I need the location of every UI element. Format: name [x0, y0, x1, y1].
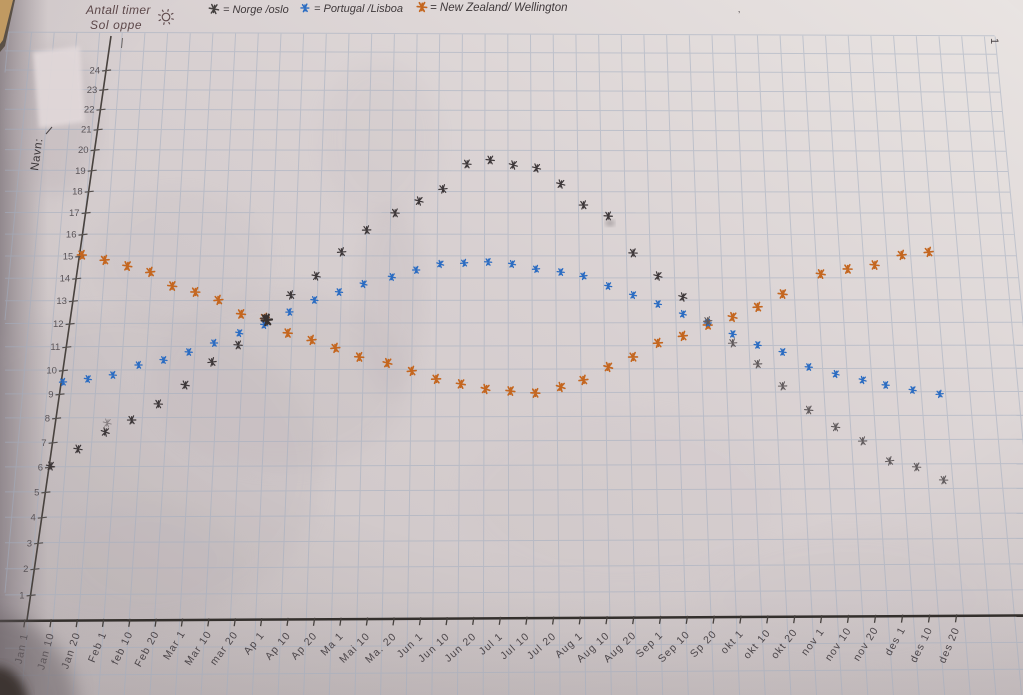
svg-text:5: 5 [34, 487, 39, 498]
svg-text:9: 9 [48, 389, 53, 400]
svg-text:24: 24 [90, 66, 101, 77]
svg-text:10: 10 [46, 366, 57, 377]
svg-text:3: 3 [27, 538, 32, 549]
svg-text:Antall timer: Antall timer [85, 3, 151, 17]
svg-text:19: 19 [75, 166, 86, 177]
svg-text:23: 23 [87, 85, 98, 96]
svg-text:1: 1 [19, 590, 24, 601]
svg-text:17: 17 [69, 208, 80, 219]
svg-text:7: 7 [41, 438, 46, 449]
svg-text:14: 14 [60, 274, 71, 285]
svg-text:13: 13 [56, 296, 67, 307]
svg-text:18: 18 [72, 187, 83, 198]
svg-text:15: 15 [63, 252, 74, 263]
svg-text:16: 16 [66, 230, 77, 241]
svg-text:Navn:: Navn: [29, 138, 45, 172]
svg-text:’: ’ [738, 10, 740, 21]
svg-text:12: 12 [53, 319, 64, 330]
svg-text:22: 22 [84, 105, 95, 116]
svg-text:4: 4 [31, 513, 36, 524]
svg-text:20: 20 [78, 145, 89, 156]
svg-text:1: 1 [988, 38, 1000, 44]
svg-text:21: 21 [81, 125, 92, 136]
svg-text:= Norge /oslo: = Norge /oslo [223, 4, 289, 16]
svg-text:Sol oppe: Sol oppe [90, 18, 142, 32]
svg-text:11: 11 [50, 342, 60, 353]
svg-text:6: 6 [38, 462, 43, 473]
svg-text:8: 8 [45, 413, 50, 424]
svg-text:= Portugal /Lisboa: = Portugal /Lisboa [314, 3, 403, 15]
svg-text:2: 2 [23, 564, 28, 575]
svg-text:= New Zealand/ Wellington: = New Zealand/ Wellington [430, 2, 568, 14]
